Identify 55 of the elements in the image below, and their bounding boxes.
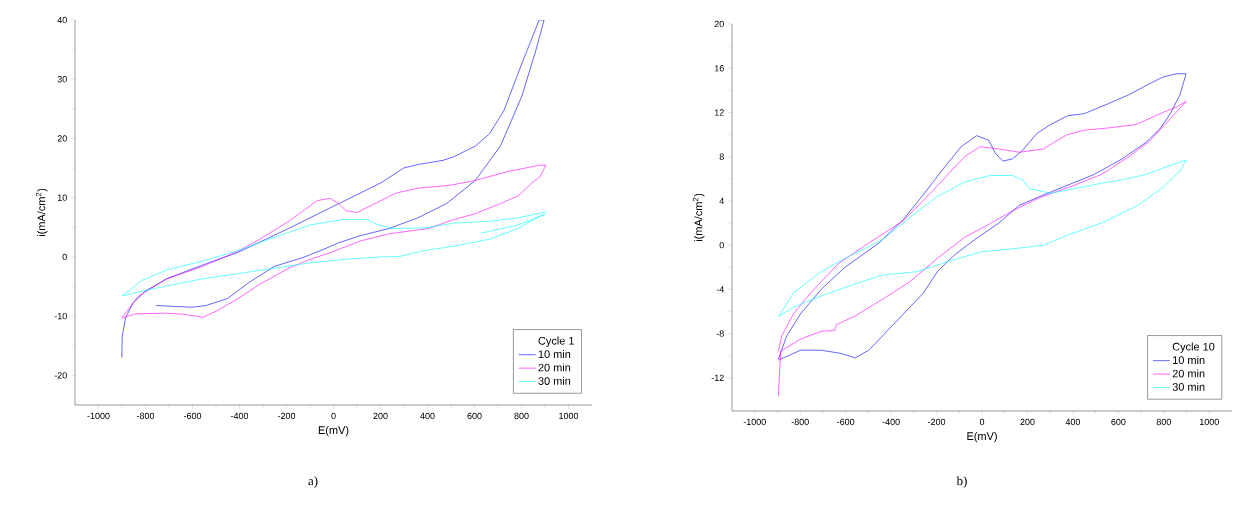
x-tick-label: 200	[1020, 418, 1035, 426]
x-tick-label: -800	[791, 418, 809, 426]
line-series	[778, 159, 1187, 318]
y-tick-label: 12	[714, 109, 724, 116]
x-tick-label: 400	[420, 412, 435, 420]
text: a)	[308, 476, 318, 488]
x-tick-label: 400	[1065, 418, 1081, 426]
x-tick-label: 200	[373, 412, 388, 420]
text: b)	[956, 476, 967, 488]
y-tick-label: 20	[714, 20, 724, 28]
line-series	[121, 211, 547, 297]
x-tick-label: -400	[882, 418, 900, 426]
y-tick-label: 40	[57, 16, 67, 24]
y-tick-label: -4	[716, 286, 724, 293]
y-tick-label: -10	[54, 312, 67, 320]
y-tick-label: -12	[711, 374, 724, 381]
legend-label: 30 min	[538, 376, 571, 385]
y-axis-title: i(mA/cm$^{2}$)	[692, 193, 705, 242]
y-tick-label: 30	[57, 76, 67, 83]
x-tick-label: 600	[467, 412, 482, 420]
y-tick-label: 0	[719, 241, 724, 249]
y-axis-title: i(mA/cm$^{2}$)	[35, 188, 48, 237]
x-tick-label: -600	[837, 418, 855, 426]
x-axis-title: E(mV)	[967, 431, 997, 443]
x-tick-label: -1000	[87, 412, 110, 420]
x-tick-label: -1000	[743, 418, 766, 426]
x-tick-label: 0	[331, 412, 336, 420]
legend-label: 20 min	[1172, 369, 1205, 378]
x-tick-label: 1000	[1200, 418, 1219, 426]
legend-title: Cycle 1	[538, 336, 574, 347]
x-tick-label: 1000	[559, 412, 579, 420]
legend-label: 10 min	[1173, 355, 1205, 364]
y-tick-label: 20	[57, 135, 67, 142]
legend-title: Cycle 10	[1172, 342, 1215, 353]
x-tick-label: -800	[136, 412, 155, 420]
x-tick-label: 800	[1156, 418, 1171, 426]
x-tick-label: -600	[183, 412, 202, 420]
x-tick-label: 0	[979, 418, 985, 426]
y-tick-label: 16	[714, 65, 724, 72]
x-axis-title: E(mV)	[318, 425, 349, 437]
x-tick-label: -200	[927, 418, 946, 426]
y-tick-label: 4	[719, 197, 724, 204]
legend-label: 10 min	[538, 350, 571, 359]
legend-label: 20 min	[538, 363, 571, 372]
legend-label: 30 min	[1172, 382, 1205, 391]
y-tick-label: 8	[719, 153, 724, 160]
y-tick-label: 10	[57, 194, 67, 201]
x-tick-label: -200	[277, 412, 296, 420]
x-tick-label: -400	[230, 412, 249, 420]
y-tick-label: -8	[716, 330, 724, 337]
y-tick-label: 0	[62, 253, 67, 261]
x-tick-label: 600	[1111, 418, 1126, 426]
x-tick-label: 800	[514, 412, 529, 420]
y-tick-label: -20	[54, 372, 67, 379]
line-series	[121, 164, 547, 319]
